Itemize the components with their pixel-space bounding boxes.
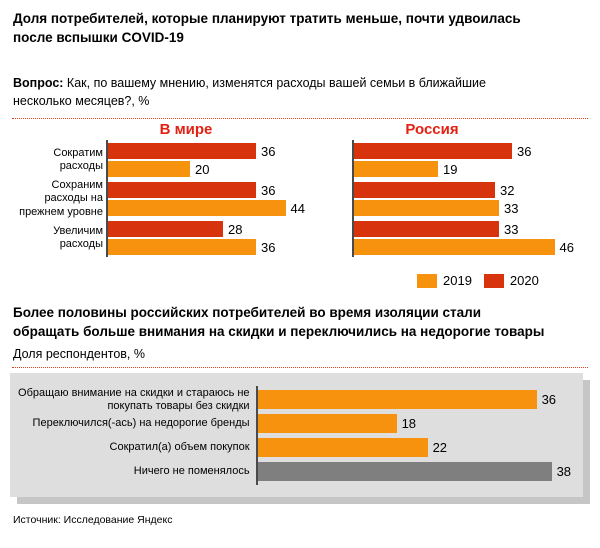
bar	[257, 462, 552, 481]
bar-group: 36 19	[354, 143, 574, 177]
bar-row: 18	[257, 414, 583, 433]
legend-item-2020: 2020	[483, 273, 539, 288]
section-divider	[12, 367, 588, 368]
category-label: Сократим расходы	[53, 146, 103, 173]
bar-value-label: 19	[443, 161, 458, 177]
bar-row: 32	[354, 182, 574, 198]
bar-row: 36	[108, 239, 305, 255]
legend-label: 2019	[443, 273, 472, 288]
bar-row: 46	[354, 239, 574, 255]
bar-2019	[108, 161, 190, 177]
bar-row: 36	[257, 390, 583, 409]
section2-subtitle: Доля респондентов, %	[13, 347, 145, 361]
bar-row: 33	[354, 200, 574, 216]
category-label: Сохраним расходы на прежнем уровне	[19, 178, 103, 218]
bar-2019	[354, 200, 499, 216]
source-note: Источник: Исследование Яндекс	[13, 514, 173, 526]
bar-row: 19	[354, 161, 574, 177]
bar-2020	[354, 143, 512, 159]
bar-value-label: 36	[261, 182, 276, 198]
bottom-bars: 36 18 22 38	[255, 386, 583, 485]
bar-row: 36	[108, 143, 305, 159]
bar	[257, 390, 537, 409]
bar-row: 38	[257, 462, 583, 481]
bar-2019	[354, 161, 438, 177]
chart-title-world: В мире	[159, 121, 213, 138]
bar-row: 44	[108, 200, 305, 216]
top-charts: Сократим расходы Сохраним расходы на преж…	[13, 122, 574, 257]
panel-bars-world: 36 20 36 44 28 36	[106, 140, 305, 257]
bar-value-label: 33	[504, 200, 519, 216]
bar-value-label: 18	[401, 416, 417, 431]
bar-value-label: 36	[261, 143, 276, 159]
legend-swatch-2020	[483, 273, 504, 288]
bar-2020	[354, 182, 495, 198]
category-label: Переключился(-ась) на недорогие бренды	[32, 417, 250, 430]
bottom-chart-panel: Обращаю внимание на скидки и стараюсь не…	[10, 373, 583, 497]
bar-value-label: 36	[541, 392, 557, 407]
bar-2019	[354, 239, 555, 255]
bar-value-label: 22	[432, 440, 448, 455]
bar-value-label: 20	[195, 161, 210, 177]
bar-row: 28	[108, 221, 305, 237]
top-categories: Сократим расходы Сохраним расходы на преж…	[13, 122, 103, 257]
bar-group: 36 44	[108, 182, 305, 216]
legend-swatch-2019	[417, 273, 437, 288]
bar-2019	[108, 239, 256, 255]
bar-group: 32 33	[354, 182, 574, 216]
bar	[257, 438, 428, 457]
question-text: Вопрос: Как, по вашему мнению, изменятся…	[13, 74, 573, 110]
category-label: Ничего не поменялось	[133, 465, 250, 478]
bar-2020	[354, 221, 499, 237]
bar-value-label: 32	[500, 182, 515, 198]
category-label: Увеличим расходы	[53, 224, 103, 251]
bar-value-label: 46	[559, 239, 574, 255]
bar-value-label: 28	[228, 221, 243, 237]
question-label: Вопрос:	[13, 76, 64, 90]
bar-value-label: 36	[261, 239, 276, 255]
chart-panel-russia: Россия 36 19 32 33 33 46	[352, 122, 574, 257]
bar-group: 28 36	[108, 221, 305, 255]
bar-2020	[108, 182, 256, 198]
bar-row: 36	[108, 182, 305, 198]
bar	[257, 414, 397, 433]
bar-row: 36	[354, 143, 574, 159]
bar-2020	[108, 221, 223, 237]
bar-2019	[108, 200, 286, 216]
bar-row: 33	[354, 221, 574, 237]
category-label: Обращаю внимание на скидки и стараюсь не…	[18, 387, 250, 412]
bar-group: 36 20	[108, 143, 305, 177]
chart-title-russia: Россия	[405, 121, 459, 138]
bar-group: 33 46	[354, 221, 574, 255]
bottom-chart: Обращаю внимание на скидки и стараюсь не…	[10, 373, 583, 485]
bar-value-label: 36	[517, 143, 532, 159]
legend-label: 2020	[509, 273, 539, 288]
bar-row: 20	[108, 161, 305, 177]
chart-panel-world: В мире 36 20 36 44 28 36	[106, 122, 305, 257]
legend: 2019 2020	[417, 273, 539, 288]
page-title: Доля потребителей, которые планируют тра…	[13, 11, 521, 45]
bar-value-label: 33	[504, 221, 519, 237]
bar-row: 22	[257, 438, 583, 457]
panel-bars-russia: 36 19 32 33 33 46	[352, 140, 574, 257]
bar-value-label: 44	[290, 200, 305, 216]
bar-2020	[108, 143, 256, 159]
bar-value-label: 38	[556, 464, 572, 479]
legend-item-2019: 2019	[417, 273, 472, 288]
section-divider	[12, 118, 588, 119]
question-body: Как, по вашему мнению, изменятся расходы…	[13, 76, 486, 108]
category-label: Сократил(а) объем покупок	[109, 441, 250, 454]
bottom-categories: Обращаю внимание на скидки и стараюсь не…	[10, 386, 256, 485]
section2-title: Более половины российских потребителей в…	[13, 305, 545, 339]
